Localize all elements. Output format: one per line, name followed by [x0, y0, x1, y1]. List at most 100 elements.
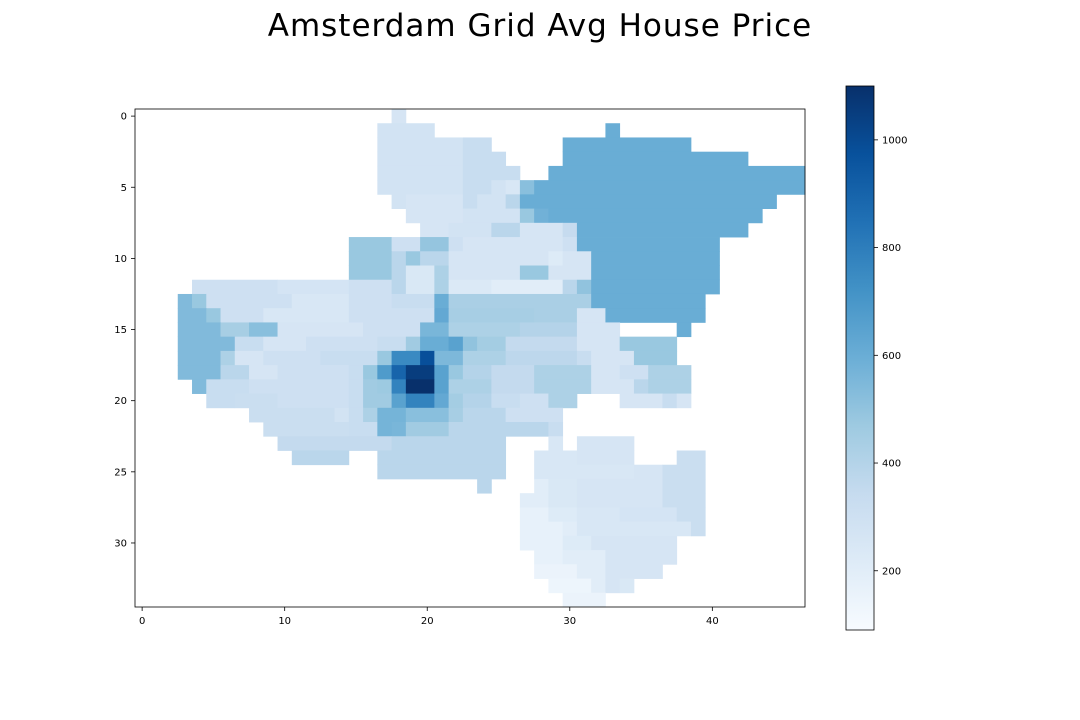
- heatmap-cell: [249, 365, 278, 380]
- heatmap-cell: [348, 251, 392, 266]
- heatmap-cell: [477, 478, 492, 494]
- heatmap-cell: [420, 322, 450, 338]
- heatmap-cell: [662, 493, 706, 508]
- heatmap-cell: [562, 521, 578, 537]
- heatmap-cell: [391, 293, 435, 309]
- heatmap-cell: [519, 208, 535, 224]
- heatmap-cell: [519, 322, 578, 338]
- heatmap-cell: [348, 365, 364, 380]
- heatmap-cell: [377, 464, 507, 480]
- heatmap-cell: [576, 237, 720, 252]
- heatmap-cell: [405, 365, 435, 380]
- heatmap-cell: [562, 535, 592, 551]
- heatmap-cell: [534, 450, 578, 466]
- heatmap-cell: [648, 365, 692, 380]
- heatmap-cell: [591, 478, 663, 494]
- heatmap-cell: [434, 293, 450, 309]
- heatmap-cell: [648, 379, 692, 394]
- heatmap-cell: [391, 436, 507, 451]
- heatmap-cell: [448, 322, 521, 338]
- heatmap-cell: [277, 436, 392, 451]
- heatmap-cell: [505, 407, 564, 423]
- heatmap-cell: [405, 422, 450, 437]
- heatmap-cells: [177, 109, 806, 608]
- heatmap-cell: [690, 521, 706, 537]
- heatmap-cell: [220, 322, 250, 338]
- heatmap-cell: [548, 507, 578, 523]
- heatmap-cell: [462, 237, 564, 252]
- heatmap-cell: [377, 137, 464, 153]
- heatmap-cell: [619, 336, 678, 352]
- heatmap-cell: [448, 379, 492, 394]
- heatmap-cell: [505, 336, 578, 352]
- heatmap-cell: [605, 123, 621, 138]
- heatmap-cell: [576, 350, 592, 366]
- heatmap-cell: [576, 450, 635, 466]
- heatmap-cell: [348, 279, 392, 295]
- heatmap-cell: [491, 365, 535, 380]
- heatmap-cell: [448, 265, 521, 281]
- heatmap-cell: [206, 308, 221, 323]
- heatmap-cell: [405, 279, 435, 295]
- heatmap-cell: [548, 436, 564, 451]
- heatmap-cell: [562, 592, 606, 608]
- heatmap-cell: [462, 137, 492, 153]
- heatmap-cell: [277, 322, 364, 338]
- heatmap-cell: [277, 379, 350, 394]
- heatmap-cell: [462, 208, 521, 224]
- heatmap-cell: [363, 393, 392, 409]
- heatmap-cell: [220, 350, 236, 366]
- heatmap-cell: [519, 194, 777, 209]
- heatmap-cell: [192, 279, 278, 295]
- heatmap-cell: [534, 464, 635, 480]
- heatmap-cell: [377, 151, 464, 167]
- heatmap-cell: [548, 493, 578, 508]
- heatmap-cell: [576, 507, 621, 523]
- heatmap-cell: [377, 123, 435, 138]
- heatmap-cell: [505, 180, 521, 195]
- colorbar-tick-label: 200: [882, 566, 901, 577]
- colorbar-gradient: [845, 85, 875, 631]
- heatmap-cell: [491, 222, 521, 238]
- heatmap-cell: [448, 393, 464, 409]
- heatmap-cell: [377, 336, 407, 352]
- heatmap-cell: [591, 578, 606, 594]
- heatmap-cell: [462, 407, 507, 423]
- heatmap-cell: [676, 393, 692, 409]
- x-tick-label: 20: [421, 616, 434, 627]
- heatmap-cell: [477, 194, 507, 209]
- heatmap-cell: [605, 493, 663, 508]
- heatmap-cell: [405, 194, 464, 209]
- heatmap-cell: [405, 393, 435, 409]
- heatmap-cell: [548, 393, 578, 409]
- heatmap-cell: [662, 464, 706, 480]
- heatmap-cell: [348, 308, 435, 323]
- heatmap-cell: [462, 194, 478, 209]
- heatmap-cell: [462, 336, 478, 352]
- heatmap-cell: [220, 308, 264, 323]
- heatmap-cell: [662, 478, 706, 494]
- colorbar: 200 400 600 800 1000: [845, 85, 907, 631]
- heatmap-cell: [434, 279, 450, 295]
- heatmap-cell: [591, 265, 720, 281]
- heatmap-cell: [405, 208, 464, 224]
- heatmap-cell: [177, 365, 221, 380]
- heatmap-cell: [206, 379, 250, 394]
- heatmap-cell: [605, 564, 663, 579]
- heatmap-cell: [576, 222, 749, 238]
- heatmap-cell: [291, 450, 350, 466]
- heatmap-cell: [562, 237, 578, 252]
- heatmap-cell: [676, 322, 692, 338]
- heatmap-cell: [348, 293, 392, 309]
- heatmap-cell: [548, 208, 763, 224]
- heatmap-cell: [519, 180, 535, 195]
- heatmap-cell: [519, 265, 549, 281]
- heatmap-cell: [249, 379, 278, 394]
- x-tick-label: 0: [139, 616, 145, 627]
- heatmap-cell: [348, 237, 392, 252]
- heatmap-cell: [391, 237, 421, 252]
- heatmap-cell: [420, 350, 435, 366]
- heatmap-cell: [177, 293, 193, 309]
- heatmap-cell: [505, 194, 521, 209]
